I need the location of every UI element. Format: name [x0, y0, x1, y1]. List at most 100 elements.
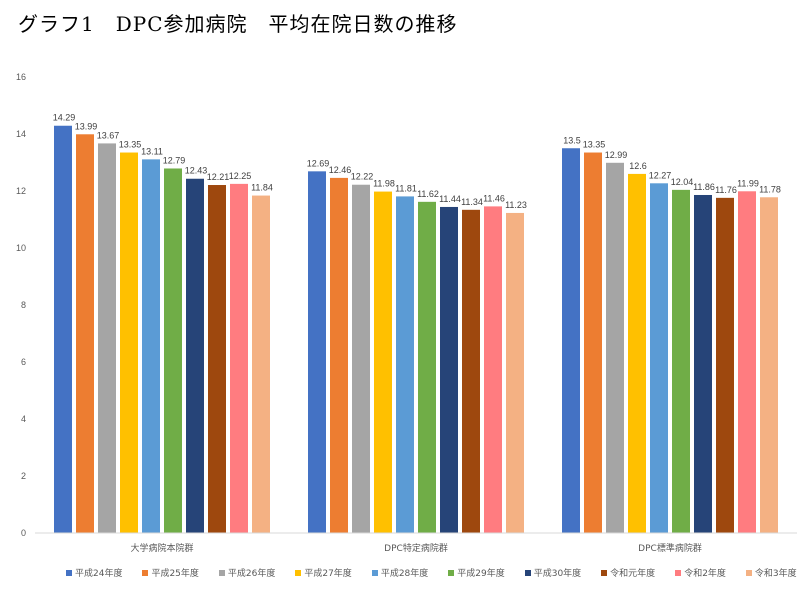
bar	[76, 134, 94, 533]
legend-label: 令和2年度	[684, 569, 726, 579]
data-label: 11.84	[251, 183, 273, 193]
bar	[440, 206, 458, 533]
legend-label: 平成25年度	[151, 569, 199, 579]
y-tick-label: 14	[16, 129, 26, 139]
bar	[374, 191, 392, 533]
legend-item: 令和3年度	[745, 566, 797, 579]
legend-label: 令和3年度	[754, 569, 797, 579]
data-label: 12.46	[329, 165, 352, 175]
bar	[562, 148, 580, 533]
legend-item: 平成29年度	[448, 566, 505, 579]
data-label: 11.98	[373, 179, 395, 189]
bars	[54, 125, 778, 534]
bar	[738, 191, 756, 533]
bar	[142, 159, 160, 534]
bar	[716, 197, 734, 533]
legend-swatch-icon	[675, 569, 682, 576]
bar	[628, 173, 646, 533]
y-tick-label: 0	[21, 528, 26, 538]
data-label: 14.29	[53, 113, 76, 123]
data-label: 13.5	[563, 135, 581, 145]
bar	[462, 209, 480, 533]
legend-item: 平成24年度	[66, 566, 122, 579]
legend-label: 平成29年度	[457, 569, 505, 579]
y-tick-label: 10	[16, 243, 26, 253]
bar	[760, 197, 778, 533]
data-label: 11.81	[395, 183, 417, 193]
category-label: DPC特定病院群	[384, 542, 448, 554]
legend-swatch-icon	[448, 569, 455, 576]
category-label: 大学病院本院群	[130, 542, 193, 554]
legend-item: 平成25年度	[142, 566, 199, 579]
legend-label: 平成24年度	[75, 569, 123, 579]
bar	[584, 152, 602, 533]
data-label: 11.86	[693, 182, 715, 192]
data-label: 11.23	[505, 200, 527, 210]
data-label: 11.44	[439, 194, 461, 204]
data-label: 13.35	[583, 140, 606, 150]
legend-swatch-icon	[218, 569, 225, 576]
legend-label: 平成30年度	[533, 569, 582, 579]
bar	[186, 178, 204, 533]
data-label: 12.6	[629, 161, 647, 171]
legend-label: 平成27年度	[304, 569, 352, 579]
data-label: 12.25	[229, 171, 252, 181]
legend-item: 平成26年度	[218, 566, 275, 579]
legend-swatch-icon	[524, 569, 531, 576]
data-label: 11.34	[461, 197, 483, 207]
legend-item: 平成30年度	[524, 566, 582, 579]
legend-label: 令和元年度	[610, 569, 656, 579]
bar	[54, 125, 72, 534]
data-label: 13.35	[119, 140, 142, 150]
y-tick-label: 12	[16, 186, 26, 196]
category-labels: 大学病院本院群 DPC特定病院群 DPC標準病院群	[130, 542, 701, 554]
data-label: 13.11	[141, 146, 163, 156]
legend-swatch-icon	[745, 569, 752, 576]
data-label: 11.76	[715, 185, 737, 195]
y-tick-label: 4	[21, 414, 26, 424]
data-label: 12.99	[605, 150, 628, 160]
legend-swatch-icon	[142, 569, 149, 576]
bar	[352, 184, 370, 534]
y-tick-label: 8	[21, 300, 26, 310]
bar	[650, 183, 668, 533]
bar	[694, 194, 712, 534]
data-label: 11.46	[483, 193, 505, 203]
legend-item: 令和2年度	[675, 566, 726, 579]
bar	[120, 152, 138, 533]
legend-item: 平成27年度	[295, 566, 352, 579]
y-tick-label: 16	[16, 72, 26, 82]
data-label: 13.99	[75, 121, 98, 131]
bar	[506, 212, 524, 533]
legend-label: 平成28年度	[380, 569, 429, 579]
bar	[672, 189, 690, 534]
data-label: 12.22	[351, 172, 374, 182]
data-label: 12.04	[671, 177, 694, 187]
y-tick-label: 6	[21, 357, 26, 367]
legend-item: 令和元年度	[601, 566, 655, 579]
chart-title: グラフ1 DPC参加病院 平均在院日数の推移	[18, 12, 458, 36]
y-axis: 0 2 4 6 8 10 12 14 16	[16, 72, 26, 538]
data-label: 11.62	[417, 189, 439, 199]
data-label: 12.69	[307, 158, 330, 168]
bar	[330, 177, 348, 533]
category-label: DPC標準病院群	[638, 542, 702, 554]
legend-swatch-icon	[371, 569, 378, 576]
bar	[252, 195, 270, 533]
bar	[98, 143, 116, 533]
bar	[308, 171, 326, 533]
data-labels: 14.2913.9913.6713.3513.1112.7912.4312.21…	[53, 113, 781, 210]
data-label: 11.99	[737, 178, 759, 188]
legend-item: 平成28年度	[371, 566, 429, 579]
bar	[164, 168, 182, 534]
bar	[606, 162, 624, 533]
bar	[208, 185, 226, 533]
data-label: 12.79	[163, 155, 186, 165]
data-label: 12.27	[649, 170, 672, 180]
bar	[396, 196, 414, 534]
bar	[418, 201, 436, 533]
legend: 平成24年度 平成25年度 平成26年度 平成27年度 平成28年度 平成29年度 平成30…	[66, 566, 803, 579]
data-label: 11.78	[759, 184, 781, 194]
y-tick-label: 2	[21, 471, 26, 481]
